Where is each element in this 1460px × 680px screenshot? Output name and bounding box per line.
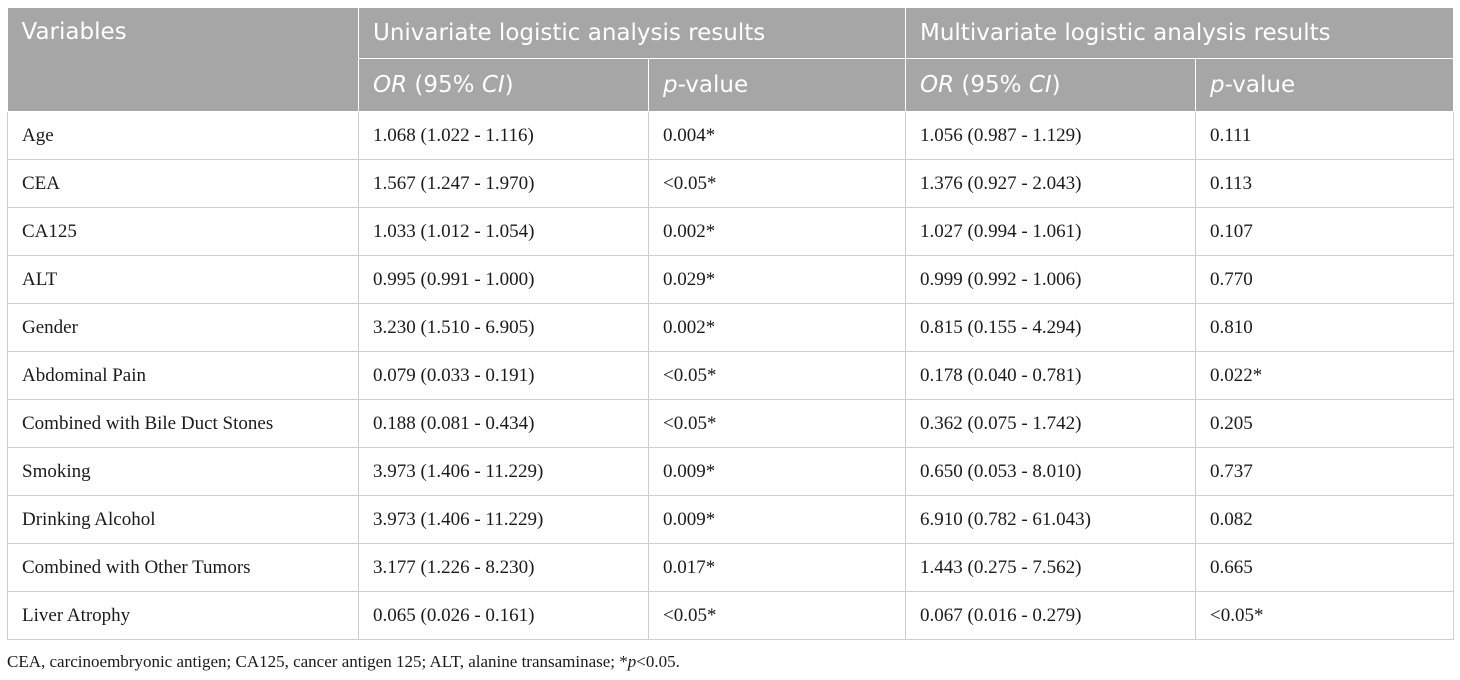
cell-uni-or: 3.973 (1.406 - 11.229): [358, 495, 649, 544]
cell-multi-p: 0.022*: [1194, 351, 1455, 400]
or-label: OR: [920, 72, 955, 98]
ci-open: (95%: [407, 72, 482, 98]
cell-multi-p: 0.665: [1194, 543, 1455, 592]
cell-variable: Liver Atrophy: [7, 591, 359, 640]
table-row: Liver Atrophy 0.065 (0.026 - 0.161) <0.0…: [7, 591, 1455, 640]
cell-uni-or: 1.033 (1.012 - 1.054): [358, 207, 649, 256]
logistic-analysis-table: Variables Univariate logistic analysis r…: [7, 7, 1455, 640]
cell-uni-p: <0.05*: [648, 351, 906, 400]
ci-label: CI: [1028, 72, 1052, 98]
header-univariate-group: Univariate logistic analysis results: [358, 7, 906, 59]
table-row: ALT 0.995 (0.991 - 1.000) 0.029* 0.999 (…: [7, 255, 1455, 304]
ci-open: (95%: [954, 72, 1029, 98]
cell-uni-or: 0.065 (0.026 - 0.161): [358, 591, 649, 640]
cell-uni-or: 1.567 (1.247 - 1.970): [358, 159, 649, 208]
cell-multi-or: 0.815 (0.155 - 4.294): [905, 303, 1196, 352]
table-footnote: CEA, carcinoembryonic antigen; CA125, ca…: [7, 652, 680, 672]
header-uni-p-value: p-value: [648, 58, 906, 112]
header-multi-or-ci: OR (95% CI): [905, 58, 1196, 112]
cell-variable: CA125: [7, 207, 359, 256]
footnote-suffix: <0.05.: [636, 652, 680, 671]
cell-multi-p: 0.737: [1194, 447, 1455, 496]
cell-uni-or: 3.177 (1.226 - 8.230): [358, 543, 649, 592]
cell-uni-or: 3.230 (1.510 - 6.905): [358, 303, 649, 352]
header-uni-or-ci: OR (95% CI): [358, 58, 649, 112]
table-row: Abdominal Pain 0.079 (0.033 - 0.191) <0.…: [7, 351, 1455, 400]
cell-multi-or: 1.443 (0.275 - 7.562): [905, 543, 1196, 592]
cell-variable: Drinking Alcohol: [7, 495, 359, 544]
cell-multi-p: 0.205: [1194, 399, 1455, 448]
cell-variable: Combined with Bile Duct Stones: [7, 399, 359, 448]
table-row: Age 1.068 (1.022 - 1.116) 0.004* 1.056 (…: [7, 111, 1455, 160]
cell-multi-or: 0.362 (0.075 - 1.742): [905, 399, 1196, 448]
p-label: p: [663, 72, 678, 98]
ci-label: CI: [481, 72, 505, 98]
value-label: -value: [677, 72, 749, 98]
table-row: Combined with Bile Duct Stones 0.188 (0.…: [7, 399, 1455, 448]
header-row-subcolumns: OR (95% CI) p-value OR (95% CI) p-value: [8, 58, 1455, 112]
cell-uni-p: <0.05*: [648, 159, 906, 208]
table-row: Drinking Alcohol 3.973 (1.406 - 11.229) …: [7, 495, 1455, 544]
table-row: CA125 1.033 (1.012 - 1.054) 0.002* 1.027…: [7, 207, 1455, 256]
cell-variable: CEA: [7, 159, 359, 208]
cell-uni-p: 0.004*: [648, 111, 906, 160]
cell-multi-or: 1.056 (0.987 - 1.129): [905, 111, 1196, 160]
results-table-container: Variables Univariate logistic analysis r…: [7, 7, 1455, 640]
table-row: Smoking 3.973 (1.406 - 11.229) 0.009* 0.…: [7, 447, 1455, 496]
footnote-text: CEA, carcinoembryonic antigen; CA125, ca…: [7, 652, 628, 671]
cell-multi-p: 0.107: [1194, 207, 1455, 256]
cell-uni-p: <0.05*: [648, 399, 906, 448]
cell-uni-p: <0.05*: [648, 591, 906, 640]
cell-uni-p: 0.009*: [648, 495, 906, 544]
cell-variable: Combined with Other Tumors: [7, 543, 359, 592]
cell-multi-or: 0.999 (0.992 - 1.006): [905, 255, 1196, 304]
cell-multi-or: 1.376 (0.927 - 2.043): [905, 159, 1196, 208]
cell-uni-p: 0.002*: [648, 207, 906, 256]
cell-variable: ALT: [7, 255, 359, 304]
cell-multi-p: 0.082: [1194, 495, 1455, 544]
table-row: Combined with Other Tumors 3.177 (1.226 …: [7, 543, 1455, 592]
cell-uni-p: 0.017*: [648, 543, 906, 592]
cell-uni-p: 0.009*: [648, 447, 906, 496]
header-variables: Variables: [7, 7, 359, 112]
cell-uni-or: 0.995 (0.991 - 1.000): [358, 255, 649, 304]
cell-multi-p: 0.810: [1194, 303, 1455, 352]
cell-uni-p: 0.002*: [648, 303, 906, 352]
cell-variable: Gender: [7, 303, 359, 352]
cell-multi-or: 6.910 (0.782 - 61.043): [905, 495, 1196, 544]
cell-variable: Age: [7, 111, 359, 160]
cell-variable: Smoking: [7, 447, 359, 496]
cell-multi-or: 0.067 (0.016 - 0.279): [905, 591, 1196, 640]
header-multi-p-value: p-value: [1194, 58, 1455, 112]
footnote-p-italic: p: [627, 652, 637, 671]
cell-multi-p: 0.113: [1194, 159, 1455, 208]
ci-close: ): [504, 72, 514, 98]
cell-uni-or: 0.079 (0.033 - 0.191): [358, 351, 649, 400]
cell-uni-p: 0.029*: [648, 255, 906, 304]
ci-close: ): [1051, 72, 1061, 98]
cell-multi-or: 1.027 (0.994 - 1.061): [905, 207, 1196, 256]
cell-multi-p: 0.111: [1194, 111, 1455, 160]
value-label: -value: [1224, 72, 1296, 98]
header-multivariate-group: Multivariate logistic analysis results: [904, 7, 1455, 59]
cell-uni-or: 0.188 (0.081 - 0.434): [358, 399, 649, 448]
or-label: OR: [373, 72, 408, 98]
table-row: Gender 3.230 (1.510 - 6.905) 0.002* 0.81…: [7, 303, 1455, 352]
cell-variable: Abdominal Pain: [7, 351, 359, 400]
p-label: p: [1210, 72, 1225, 98]
cell-multi-or: 0.178 (0.040 - 0.781): [905, 351, 1196, 400]
header-row-groups: Variables Univariate logistic analysis r…: [7, 7, 1455, 112]
table-row: CEA 1.567 (1.247 - 1.970) <0.05* 1.376 (…: [7, 159, 1455, 208]
cell-uni-or: 3.973 (1.406 - 11.229): [358, 447, 649, 496]
cell-multi-p: 0.770: [1194, 255, 1455, 304]
cell-multi-or: 0.650 (0.053 - 8.010): [905, 447, 1196, 496]
cell-uni-or: 1.068 (1.022 - 1.116): [358, 111, 649, 160]
cell-multi-p: <0.05*: [1194, 591, 1455, 640]
